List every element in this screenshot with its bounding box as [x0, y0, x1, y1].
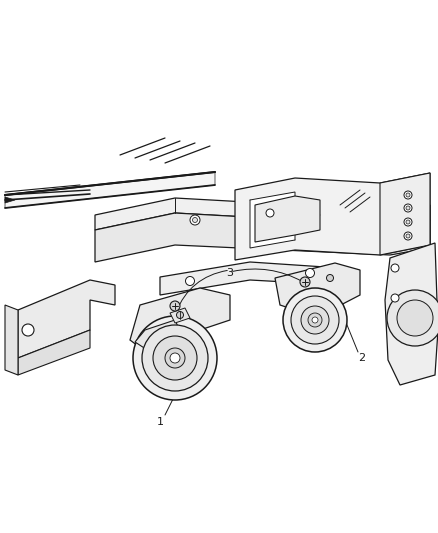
Circle shape	[305, 269, 314, 278]
Polygon shape	[380, 173, 430, 255]
Circle shape	[404, 232, 412, 240]
Circle shape	[406, 220, 410, 224]
Circle shape	[404, 218, 412, 226]
Circle shape	[308, 313, 322, 327]
Polygon shape	[95, 213, 430, 262]
Polygon shape	[18, 280, 115, 358]
Circle shape	[404, 204, 412, 212]
Circle shape	[186, 277, 194, 286]
Circle shape	[391, 294, 399, 302]
Polygon shape	[235, 173, 430, 260]
Circle shape	[192, 217, 198, 222]
Circle shape	[326, 274, 333, 281]
Circle shape	[170, 353, 180, 363]
Circle shape	[133, 316, 217, 400]
Circle shape	[291, 296, 339, 344]
Polygon shape	[18, 330, 90, 375]
Polygon shape	[275, 263, 360, 315]
Circle shape	[170, 301, 180, 311]
Polygon shape	[170, 308, 190, 323]
Circle shape	[153, 336, 197, 380]
Text: 3: 3	[226, 268, 233, 278]
Polygon shape	[5, 305, 18, 375]
Polygon shape	[5, 197, 15, 203]
Circle shape	[387, 290, 438, 346]
Polygon shape	[135, 320, 185, 355]
Text: 2: 2	[358, 353, 366, 363]
Circle shape	[190, 215, 200, 225]
Circle shape	[283, 288, 347, 352]
Circle shape	[406, 234, 410, 238]
Text: 1: 1	[156, 417, 163, 427]
Circle shape	[165, 348, 185, 368]
Circle shape	[406, 206, 410, 210]
Circle shape	[406, 193, 410, 197]
Circle shape	[301, 306, 329, 334]
Polygon shape	[130, 288, 230, 355]
Circle shape	[312, 317, 318, 323]
Circle shape	[391, 264, 399, 272]
Circle shape	[22, 324, 34, 336]
Polygon shape	[5, 172, 215, 208]
Circle shape	[300, 277, 310, 287]
Polygon shape	[250, 192, 295, 248]
Polygon shape	[385, 243, 438, 385]
Circle shape	[397, 300, 433, 336]
Circle shape	[177, 311, 184, 319]
Circle shape	[142, 325, 208, 391]
Polygon shape	[95, 198, 430, 230]
Circle shape	[404, 191, 412, 199]
Polygon shape	[255, 196, 320, 242]
Circle shape	[266, 209, 274, 217]
Polygon shape	[160, 262, 340, 295]
